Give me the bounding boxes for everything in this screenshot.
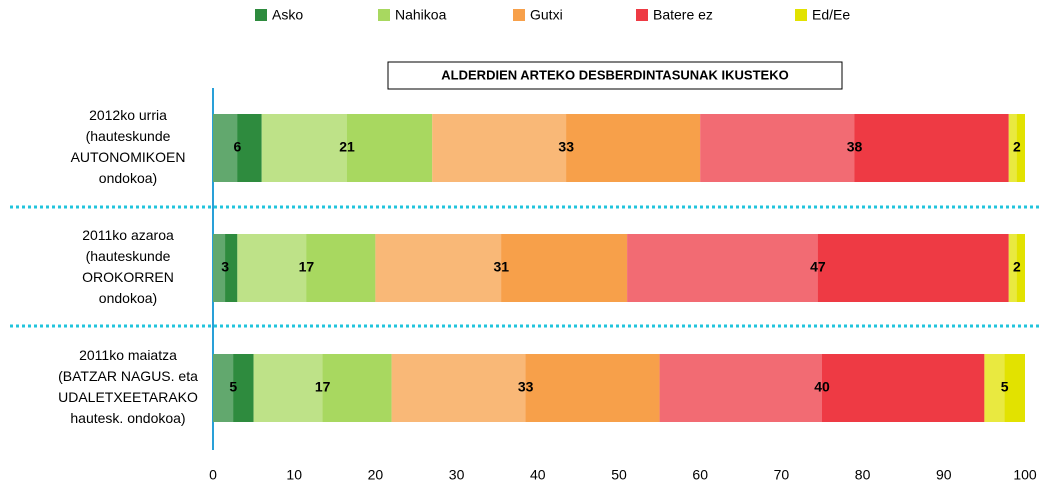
bar-segment [627, 234, 1009, 302]
bar-segment [253, 354, 392, 422]
legend-label: Ed/Ee [812, 7, 850, 23]
value-label: 5 [1001, 379, 1009, 395]
y-tick-label: hautesk. ondokoa) [70, 410, 185, 426]
y-tick-label: 2011ko azaroa [82, 227, 174, 243]
y-tick-label: (hauteskunde [86, 248, 171, 264]
x-tick-label: 20 [368, 467, 384, 483]
bar-sheen [253, 354, 323, 422]
x-tick-label: 40 [530, 467, 546, 483]
bar-segment [391, 354, 660, 422]
bar-segment [237, 234, 376, 302]
bar-sheen [391, 354, 526, 422]
x-tick-label: 70 [774, 467, 790, 483]
bar-sheen [213, 234, 226, 302]
y-tick-label: 2012ko urria [89, 107, 167, 123]
title-box [387, 61, 843, 90]
bar-sheen [237, 234, 307, 302]
bar-segment [1008, 234, 1025, 302]
bar-segment [984, 354, 1025, 422]
value-label: 47 [810, 259, 826, 275]
legend-swatch [795, 9, 807, 21]
bar-sheen [700, 114, 855, 182]
x-tick-label: 100 [1013, 467, 1037, 483]
value-label: 21 [339, 139, 355, 155]
bar-sheen [213, 354, 234, 422]
x-tick-label: 0 [209, 467, 217, 483]
x-tick-label: 50 [611, 467, 627, 483]
y-tick-label: ondokoa) [99, 170, 157, 186]
value-label: 31 [493, 259, 509, 275]
value-label: 33 [518, 379, 534, 395]
x-tick-label: 90 [936, 467, 952, 483]
value-label: 17 [299, 259, 315, 275]
y-tick-label: AUTONOMIKOEN [71, 149, 186, 165]
x-tick-label: 60 [692, 467, 708, 483]
y-tick-label: OROKORREN [82, 269, 174, 285]
value-label: 5 [229, 379, 237, 395]
bar-sheen [375, 234, 502, 302]
bar-segment [432, 114, 701, 182]
legend-label: Asko [272, 7, 303, 23]
value-label: 6 [233, 139, 241, 155]
y-tick-label: UDALETXEETARAKO [58, 389, 198, 405]
bar-segment [1008, 114, 1025, 182]
value-label: 17 [315, 379, 331, 395]
x-tick-label: 80 [855, 467, 871, 483]
bar-segment [659, 354, 985, 422]
bar-segment [700, 114, 1009, 182]
value-label: 38 [847, 139, 863, 155]
value-label: 33 [558, 139, 574, 155]
bar-sheen [432, 114, 567, 182]
bar-sheen [213, 114, 238, 182]
legend-swatch [513, 9, 525, 21]
legend-label: Nahikoa [395, 7, 447, 23]
legend-label: Batere ez [653, 7, 713, 23]
bar-segment [261, 114, 433, 182]
bar-sheen [659, 354, 822, 422]
chart-title: ALDERDIEN ARTEKO DESBERDINTASUNAK IKUSTE… [441, 67, 788, 82]
y-tick-label: 2011ko maiatza [79, 347, 177, 363]
y-tick-label: ondokoa) [99, 290, 157, 306]
legend-label: Gutxi [530, 7, 563, 23]
y-tick-label: (BATZAR NAGUS. eta [58, 368, 198, 384]
y-tick-label: (hauteskunde [86, 128, 171, 144]
bar-segment [213, 234, 238, 302]
value-label: 2 [1013, 259, 1021, 275]
value-label: 40 [814, 379, 830, 395]
value-label: 3 [221, 259, 229, 275]
bar-sheen [261, 114, 347, 182]
legend-swatch [378, 9, 390, 21]
bar-sheen [1008, 114, 1017, 182]
legend-swatch [255, 9, 267, 21]
bar-segment [213, 354, 254, 422]
bar-segment [213, 114, 262, 182]
bar-sheen [984, 354, 1005, 422]
bar-sheen [1008, 234, 1017, 302]
legend-swatch [636, 9, 648, 21]
bar-sheen [627, 234, 818, 302]
bar-segment [375, 234, 628, 302]
x-tick-label: 30 [449, 467, 465, 483]
x-tick-label: 10 [286, 467, 302, 483]
value-label: 2 [1013, 139, 1021, 155]
